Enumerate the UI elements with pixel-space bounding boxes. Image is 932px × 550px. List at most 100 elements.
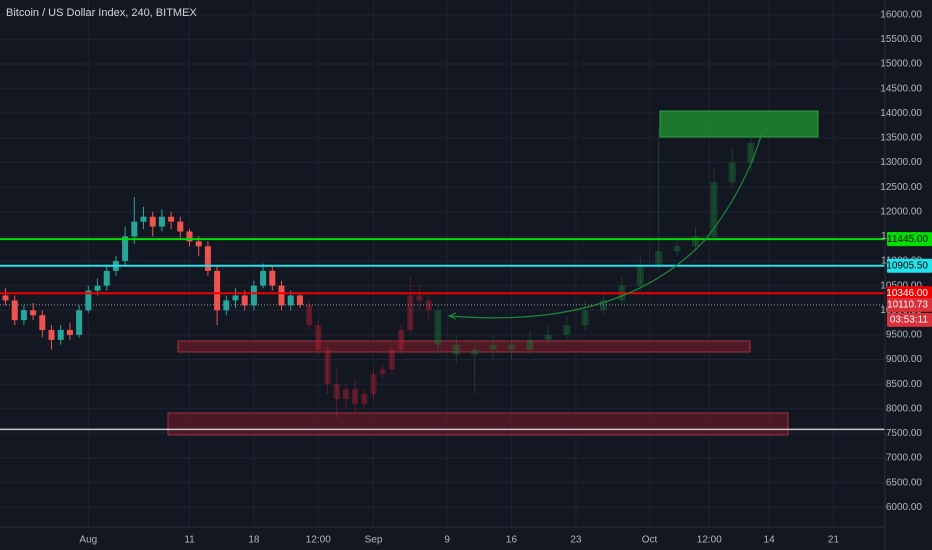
- candle-body: [260, 270, 267, 286]
- candle-body: [370, 374, 377, 395]
- y-tick-label: 9500.00: [886, 330, 923, 341]
- candle-body: [507, 344, 515, 350]
- level-label: 11445.00: [887, 234, 928, 245]
- candle-body: [39, 315, 46, 330]
- x-tick-label: 14: [764, 535, 776, 546]
- candle-body: [324, 349, 331, 385]
- grid: [0, 0, 885, 527]
- candle-body: [2, 295, 9, 301]
- candle-body: [352, 389, 359, 404]
- candle-body: [158, 216, 165, 227]
- y-tick-label: 9000.00: [886, 354, 923, 365]
- candle-body: [140, 216, 147, 222]
- target-zone: [659, 110, 819, 138]
- candle-body: [11, 300, 18, 321]
- x-tick-label: Aug: [79, 535, 97, 546]
- candle-body: [710, 182, 718, 237]
- candle-body: [388, 349, 395, 370]
- y-tick-label: 6500.00: [886, 477, 923, 488]
- candle-body: [636, 265, 644, 286]
- zone: [167, 412, 789, 436]
- candle-body: [416, 295, 423, 301]
- level-tag: [887, 232, 932, 247]
- y-tick-label: 12500.00: [880, 182, 922, 193]
- level-label: 10346.00: [886, 288, 928, 299]
- x-tick-label: Sep: [365, 535, 383, 546]
- candle-body: [471, 349, 479, 355]
- candle-body: [223, 300, 230, 311]
- candle-body: [269, 270, 276, 286]
- candle-body: [214, 270, 221, 311]
- y-tick-label: 14000.00: [880, 108, 922, 119]
- x-tick-label: 23: [570, 535, 582, 546]
- candle-body: [599, 300, 607, 311]
- y-tick-label: 16000.00: [880, 9, 922, 20]
- y-tick-label: 7500.00: [886, 428, 923, 439]
- candle-body: [526, 339, 534, 350]
- candle-body: [655, 251, 663, 266]
- candle-body: [398, 329, 405, 350]
- candle-body: [296, 295, 303, 305]
- candle-body: [333, 384, 340, 399]
- zone: [177, 340, 751, 353]
- candle-body: [177, 221, 184, 232]
- candle-body: [195, 241, 202, 247]
- countdown: 03:53:11: [890, 314, 929, 325]
- x-tick-label: 21: [828, 535, 840, 546]
- x-tick-label: 16: [506, 535, 518, 546]
- candle-body: [232, 295, 239, 301]
- candle-body: [581, 310, 589, 326]
- candle-body: [425, 300, 432, 311]
- arrow-head: [447, 312, 457, 320]
- candle-body: [747, 142, 755, 163]
- candle-body: [691, 236, 699, 247]
- candle-body: [379, 369, 386, 375]
- candle-body: [563, 325, 571, 335]
- candle-body: [20, 310, 27, 321]
- candle-body: [30, 310, 37, 316]
- candle-body: [278, 285, 285, 306]
- y-tick-label: 13000.00: [880, 157, 922, 168]
- candle-body: [122, 236, 129, 262]
- candle-body: [250, 285, 257, 306]
- candle-body: [452, 344, 460, 355]
- x-tick-label: 12:00: [697, 535, 722, 546]
- candle-body: [434, 310, 442, 345]
- countdown-tag: [887, 312, 932, 327]
- candle-body: [287, 295, 294, 306]
- y-tick-label: 15000.00: [880, 59, 922, 70]
- level-tag: [887, 297, 932, 312]
- candle-body: [66, 329, 73, 335]
- chart-title: Bitcoin / US Dollar Index, 240, BITMEX: [6, 7, 197, 19]
- candle-body: [76, 310, 83, 335]
- level-tag: [887, 258, 932, 273]
- candle-body: [241, 295, 248, 306]
- candle-body: [361, 394, 368, 404]
- y-tick-label: 7000.00: [886, 453, 923, 464]
- candle-body: [728, 162, 736, 183]
- candle-body: [103, 270, 110, 286]
- y-tick-label: 10500.00: [880, 280, 922, 291]
- candle-body: [407, 295, 414, 330]
- y-tick-label: 15500.00: [880, 34, 922, 45]
- candle-body: [186, 231, 193, 242]
- candle-body: [168, 216, 175, 222]
- arrow: [449, 132, 763, 319]
- candle-body: [315, 325, 322, 350]
- candle-body: [489, 344, 497, 350]
- candle-body: [85, 290, 92, 311]
- y-tick-label: 12000.00: [880, 206, 922, 217]
- candle-body: [57, 329, 64, 340]
- x-tick-label: 11: [184, 535, 195, 546]
- candle-body: [149, 216, 156, 227]
- y-tick-label: 13500.00: [880, 133, 922, 144]
- level-label: 10110.73: [887, 299, 928, 310]
- candle-body: [306, 304, 313, 326]
- overlay: 6000.00 6500.00 7000.00 7500.00 8000.00 8500.…: [79, 9, 932, 546]
- candle-body: [673, 246, 681, 252]
- y-tick-label: 8000.00: [886, 403, 923, 414]
- level-label: 10905.50: [886, 260, 928, 271]
